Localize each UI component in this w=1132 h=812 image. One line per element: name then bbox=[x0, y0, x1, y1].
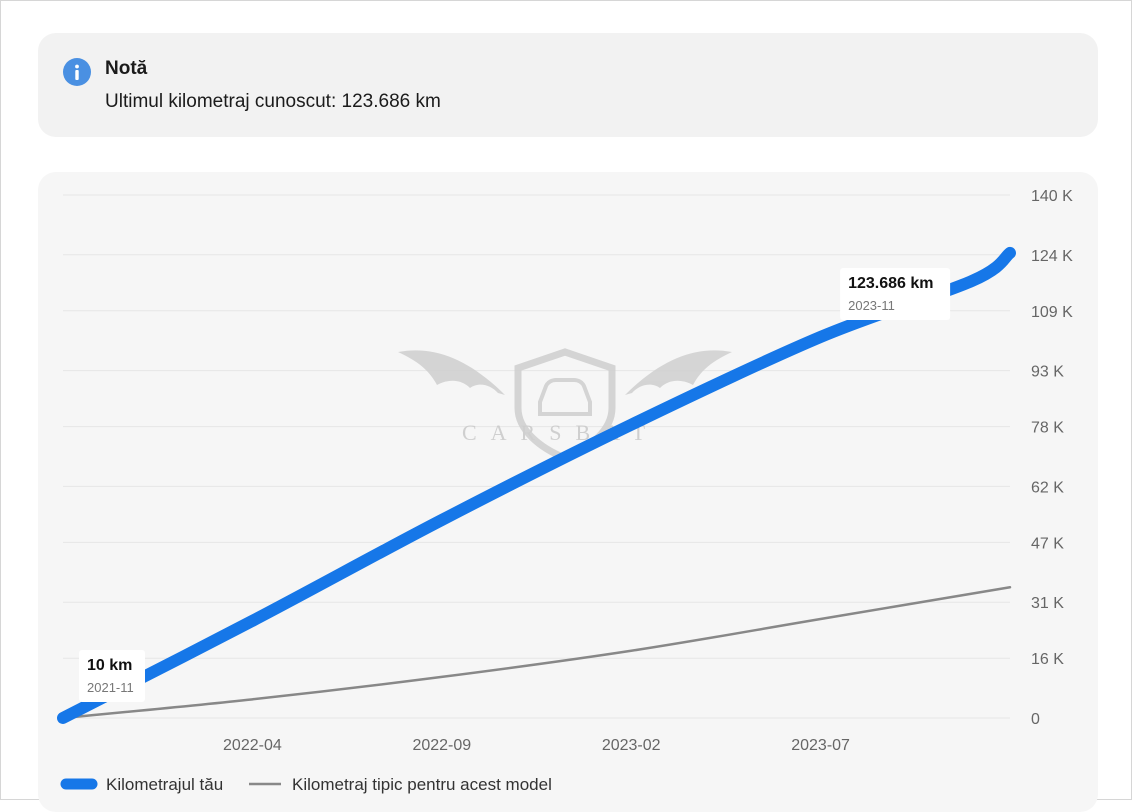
x-tick-label: 2022-04 bbox=[223, 737, 282, 754]
series-line-typical bbox=[61, 586, 1012, 720]
legend-label-typical: Kilometraj tipic pentru acest model bbox=[292, 775, 552, 794]
axes: 0 16 K 31 K 47 K 62 K 78 K 93 K 109 K 124 K 140 K… bbox=[223, 188, 1073, 754]
x-tick-label: 2023-02 bbox=[602, 737, 661, 754]
watermark-left-wing bbox=[398, 350, 505, 395]
y-tick-label: 78 K bbox=[1031, 420, 1064, 437]
series-line-primary bbox=[57, 246, 1016, 724]
y-tick-label: 0 bbox=[1031, 711, 1040, 728]
info-icon bbox=[63, 58, 91, 86]
y-tick-label: 16 K bbox=[1031, 651, 1064, 668]
annotation-value: 10 km bbox=[87, 657, 132, 674]
y-tick-label: 109 K bbox=[1031, 304, 1073, 321]
y-tick-label: 62 K bbox=[1031, 479, 1064, 496]
note-text: Ultimul kilometraj cunoscut: 123.686 km bbox=[105, 91, 441, 112]
y-tick-label: 124 K bbox=[1031, 248, 1073, 265]
annotation-value: 123.686 km bbox=[848, 275, 933, 292]
watermark-right-wing bbox=[625, 350, 732, 395]
series-layer bbox=[57, 246, 1016, 724]
annotation-date: 2021-11 bbox=[87, 680, 134, 695]
y-tick-label: 31 K bbox=[1031, 595, 1064, 612]
note-title: Notă bbox=[105, 58, 148, 79]
legend-label-primary: Kilometrajul tău bbox=[106, 775, 223, 794]
annotation-box bbox=[79, 649, 145, 702]
y-tick-label: 93 K bbox=[1031, 364, 1064, 381]
chart-grid bbox=[63, 194, 1010, 719]
legend: Kilometrajul tău Kilometraj tipic pentru … bbox=[60, 775, 552, 794]
note-box bbox=[38, 33, 1098, 137]
annotations: 10 km 2021-11 123.686 km 2023-11 bbox=[79, 267, 951, 702]
x-tick-label: 2023-07 bbox=[791, 737, 850, 754]
watermark-car bbox=[538, 378, 592, 416]
annotation-date: 2023-11 bbox=[848, 298, 895, 313]
x-tick-label: 2022-09 bbox=[412, 737, 471, 754]
y-tick-label: 140 K bbox=[1031, 188, 1073, 205]
y-tick-label: 47 K bbox=[1031, 535, 1064, 552]
annotation-box bbox=[840, 267, 951, 320]
